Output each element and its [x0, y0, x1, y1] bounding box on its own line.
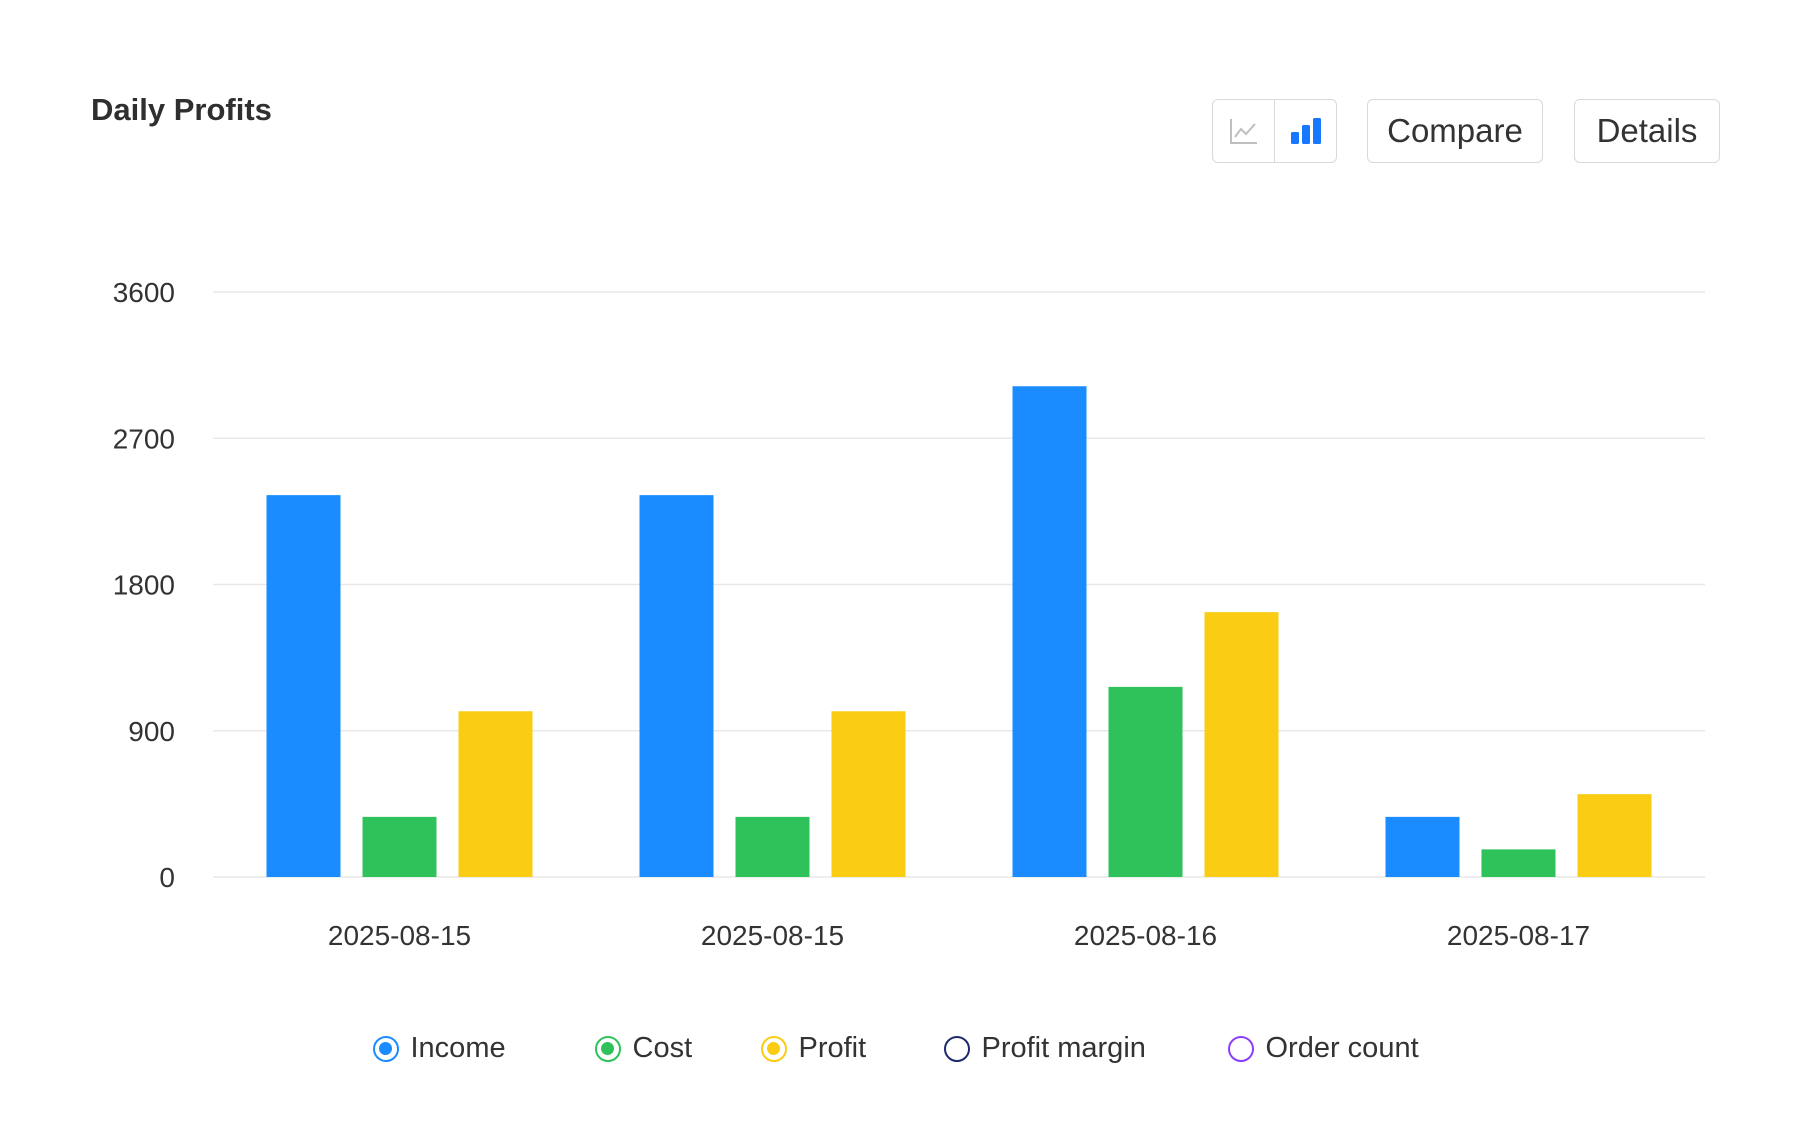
bar-cost [362, 816, 437, 877]
chart-legend: Income Cost Profit Profit margin Order count [0, 1032, 1800, 1065]
legend-item-cost[interactable]: Cost [594, 1032, 761, 1065]
x-tick-label: 2025-08-16 [1074, 920, 1217, 951]
legend-marker-icon [943, 1035, 970, 1062]
y-tick-label: 3600 [113, 277, 175, 308]
legend-marker-icon [760, 1035, 787, 1062]
bar-chart-icon [1290, 118, 1321, 144]
bar-cost [735, 816, 810, 877]
chart-type-toggle [1212, 99, 1337, 163]
y-tick-label: 0 [159, 862, 175, 893]
x-tick-label: 2025-08-17 [1447, 920, 1590, 951]
bar-profit [1204, 612, 1279, 877]
legend-item-order-count[interactable]: Order count [1227, 1032, 1428, 1065]
y-tick-label: 2700 [113, 423, 175, 454]
bar-profit [831, 711, 906, 877]
bar-profit [1577, 794, 1652, 877]
bar-chart: 0 900 1800 2700 3600 2025-08-15 2025-08-15 2025… [113, 277, 1705, 951]
legend-item-profit[interactable]: Profit [760, 1032, 944, 1065]
legend-marker-icon [594, 1035, 621, 1062]
bar-income [1012, 386, 1087, 877]
details-button[interactable]: Details [1574, 99, 1720, 163]
chart-title: Daily Profits [91, 92, 272, 127]
y-tick-label: 900 [128, 716, 175, 747]
bar-profit [458, 711, 533, 877]
x-tick-label: 2025-08-15 [328, 920, 471, 951]
bar-chart-toggle[interactable] [1274, 100, 1336, 162]
bar-cost [1481, 849, 1556, 877]
legend-label: Income [410, 1032, 506, 1064]
legend-item-profit-margin[interactable]: Profit margin [943, 1032, 1228, 1065]
bar-income [1385, 816, 1460, 877]
bar-cost [1108, 686, 1183, 877]
y-tick-label: 1800 [113, 570, 175, 601]
x-tick-label: 2025-08-15 [701, 920, 844, 951]
legend-label: Profit margin [981, 1032, 1146, 1064]
line-chart-toggle[interactable] [1213, 100, 1274, 162]
legend-label: Cost [632, 1032, 693, 1064]
legend-marker-icon [372, 1035, 399, 1062]
bar-income [639, 495, 714, 877]
legend-label: Order count [1265, 1032, 1419, 1064]
line-chart-icon [1229, 119, 1257, 144]
compare-button[interactable]: Compare [1367, 99, 1543, 163]
legend-marker-icon [1227, 1035, 1254, 1062]
legend-label: Profit [798, 1032, 867, 1064]
legend-item-income[interactable]: Income [372, 1032, 595, 1065]
bar-income [266, 495, 341, 877]
